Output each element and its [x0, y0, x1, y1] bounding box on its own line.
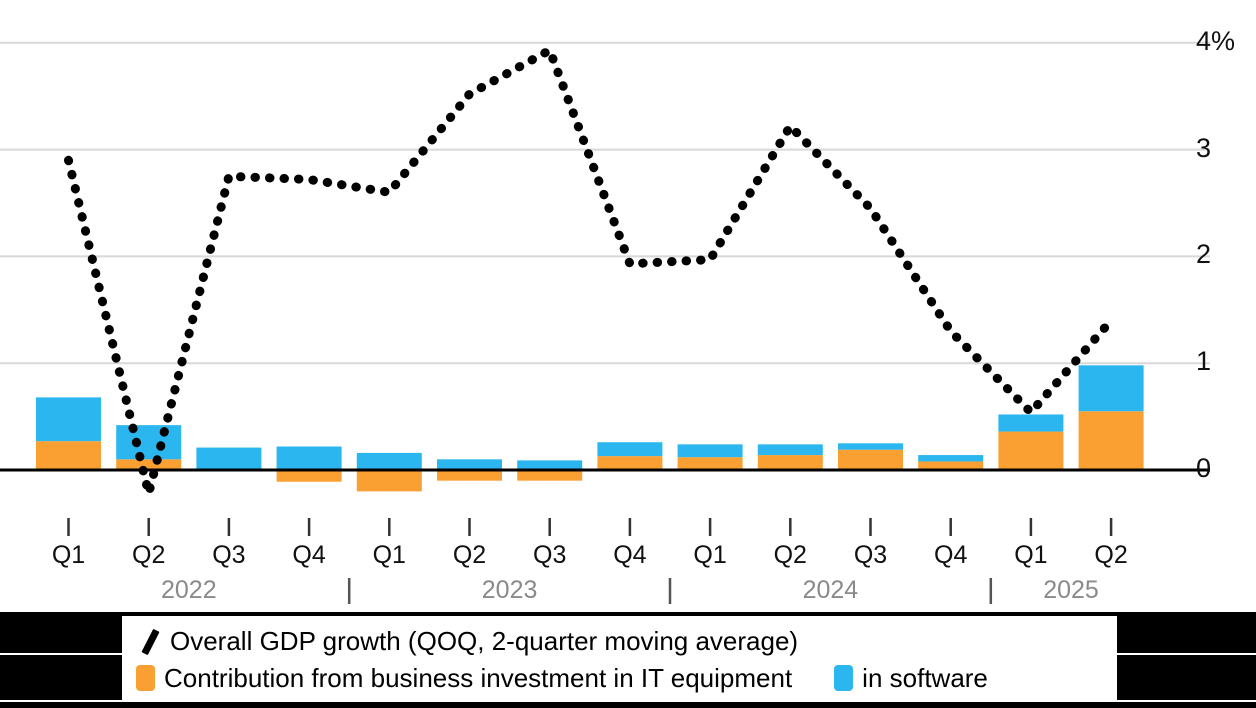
bar-segment-software	[437, 459, 502, 470]
bar-segment-it-equipment	[356, 470, 422, 492]
bar-segment-software	[677, 444, 743, 458]
bar-segment-software	[998, 414, 1064, 432]
bar-segment-software	[276, 446, 342, 470]
x-axis-quarter-label: Q2	[132, 541, 166, 569]
x-axis-quarter-label: Q3	[533, 541, 567, 569]
gdp-growth-line	[64, 43, 1116, 495]
bar-segment-software	[356, 452, 422, 470]
year-separator-ticks	[347, 578, 993, 604]
bar-segment-it-equipment	[517, 470, 583, 481]
plot-area: 4% 3 2 1 0 Q1 Q2 Q3 Q4 Q1 Q2 Q3 Q4 Q1 Q2 Q3 Q4 Q1 Q2 2022…	[0, 25, 1236, 604]
x-axis-quarter-label: Q1	[1014, 541, 1048, 569]
bar-segment-it-equipment	[838, 449, 903, 470]
bar-segment-it-equipment	[437, 470, 502, 481]
legend-label-gdp-growth: Overall GDP growth (QOQ, 2-quarter movin…	[170, 625, 799, 656]
y-axis-label: 3	[1196, 132, 1212, 163]
x-axis-year-label: 2024	[802, 576, 859, 604]
bar-segment-software	[36, 397, 101, 442]
bar-segment-software	[517, 460, 583, 470]
line-marker-icon	[136, 628, 162, 654]
bar-segment-software	[1078, 365, 1144, 412]
legend-row-bars: Contribution from business investment in…	[136, 659, 1117, 696]
x-axis-quarter-label: Q4	[934, 541, 968, 569]
bar-segment-software	[918, 455, 984, 462]
bar-segment-it-equipment	[116, 459, 182, 470]
legend-label-software: in software	[862, 662, 988, 693]
bar-segment-it-equipment	[918, 461, 984, 470]
bar-segment-it-equipment	[276, 470, 342, 482]
x-axis-quarter-label: Q2	[1094, 541, 1128, 569]
bar-segment-it-equipment	[36, 441, 101, 470]
x-axis-quarter-label: Q1	[693, 541, 727, 569]
growth-line-path	[64, 43, 1116, 495]
x-axis-quarter-label: Q3	[853, 541, 888, 569]
x-axis-year-label: 2022	[160, 576, 217, 604]
bar-segment-it-equipment	[677, 457, 743, 470]
orange-swatch-icon	[136, 664, 155, 691]
bar-segment-software	[196, 447, 262, 470]
y-axis-label: 4%	[1196, 25, 1236, 56]
bar-segment-software	[757, 444, 823, 456]
y-axis-label: 2	[1196, 239, 1212, 270]
chart-canvas	[0, 41, 1210, 604]
x-axis-quarter-label: Q4	[613, 541, 647, 569]
strip-divider-bottom	[0, 700, 1256, 702]
x-axis-ticks	[67, 518, 1113, 536]
bar-segment-software	[116, 425, 182, 460]
bar-segment-software	[597, 442, 663, 457]
legend: Overall GDP growth (QOQ, 2-quarter movin…	[122, 616, 1117, 700]
bars-layer	[36, 365, 1144, 492]
x-axis-quarter-label: Q3	[212, 541, 246, 569]
x-axis-year-label: 2025	[1043, 576, 1099, 604]
y-axis-label: 1	[1196, 346, 1212, 377]
gridlines	[0, 41, 1210, 365]
bar-segment-it-equipment	[998, 431, 1064, 470]
legend-row-line: Overall GDP growth (QOQ, 2-quarter movin…	[136, 622, 1117, 659]
x-axis-quarter-label: Q4	[292, 541, 326, 569]
x-axis-quarter-label: Q2	[452, 541, 487, 569]
bar-segment-it-equipment	[1078, 411, 1144, 470]
bar-segment-it-equipment	[597, 456, 663, 470]
blue-swatch-icon	[834, 664, 854, 691]
bar-segment-it-equipment	[757, 455, 823, 470]
y-axis-label: 0	[1196, 453, 1212, 483]
x-axis-quarter-label: Q1	[372, 541, 406, 569]
legend-label-it-equipment: Contribution from business investment in…	[164, 662, 793, 693]
legend-strip: Overall GDP growth (QOQ, 2-quarter movin…	[0, 612, 1256, 708]
x-axis-quarter-label: Q2	[773, 541, 807, 569]
x-axis-year-label: 2023	[481, 576, 538, 604]
bar-segment-software	[838, 443, 903, 450]
x-axis-quarter-label: Q1	[51, 541, 86, 569]
